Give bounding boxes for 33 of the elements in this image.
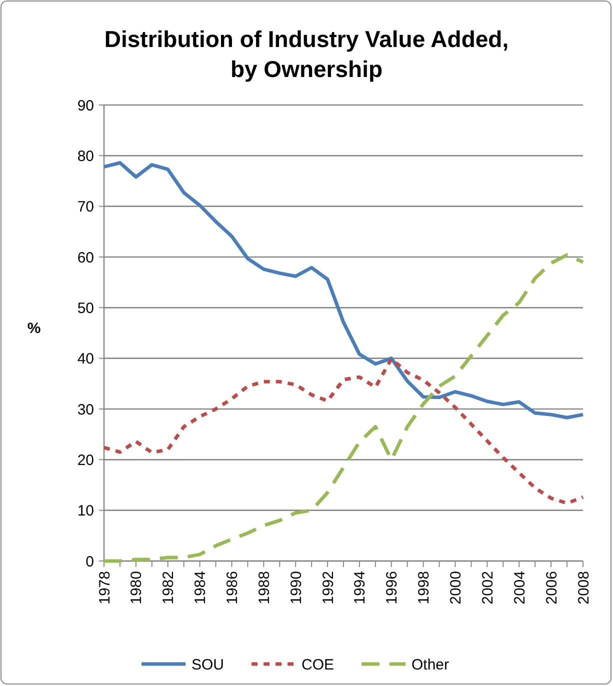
y-tick-label: 40	[77, 350, 94, 368]
x-tick-label: 1978	[96, 571, 114, 604]
x-tick-label: 2004	[511, 571, 528, 604]
x-tick-label: 1992	[320, 571, 337, 604]
x-tick-label: 2008	[575, 571, 592, 604]
legend-label: SOU	[192, 656, 224, 674]
legend-label: Other	[412, 656, 450, 674]
x-tick-label: 2002	[479, 571, 496, 604]
y-tick-label: 0	[86, 553, 94, 570]
legend-label: COE	[302, 656, 334, 674]
y-tick-label: 60	[77, 249, 94, 266]
x-tick-label: 1996	[384, 571, 401, 604]
x-tick-label: 1982	[160, 571, 178, 604]
x-tick-label: 1994	[352, 571, 369, 604]
line-series	[102, 161, 585, 420]
line-series	[102, 357, 585, 505]
y-axis-title: %	[27, 320, 41, 337]
y-tick-label: 70	[77, 198, 94, 216]
chart-title: Distribution of Industry Value Added, by Ownership	[104, 26, 509, 82]
x-tick-label: 1980	[128, 571, 146, 604]
x-tick-label: 2006	[543, 571, 560, 604]
y-tick-label: 20	[77, 452, 94, 469]
x-tick-label: 1998	[416, 571, 433, 604]
x-tick-label: 1984	[192, 571, 210, 604]
x-tick-label: 2000	[448, 571, 465, 604]
y-tick-label: 50	[77, 300, 94, 317]
x-tick-label: 1990	[288, 571, 305, 604]
x-tick-label: 1988	[256, 571, 273, 604]
x-tick-label: 1986	[224, 571, 241, 604]
y-tick-label: 90	[77, 97, 94, 114]
y-tick-label: 10	[77, 502, 94, 520]
y-tick-label: 30	[77, 401, 94, 418]
y-tick-label: 80	[77, 148, 94, 165]
